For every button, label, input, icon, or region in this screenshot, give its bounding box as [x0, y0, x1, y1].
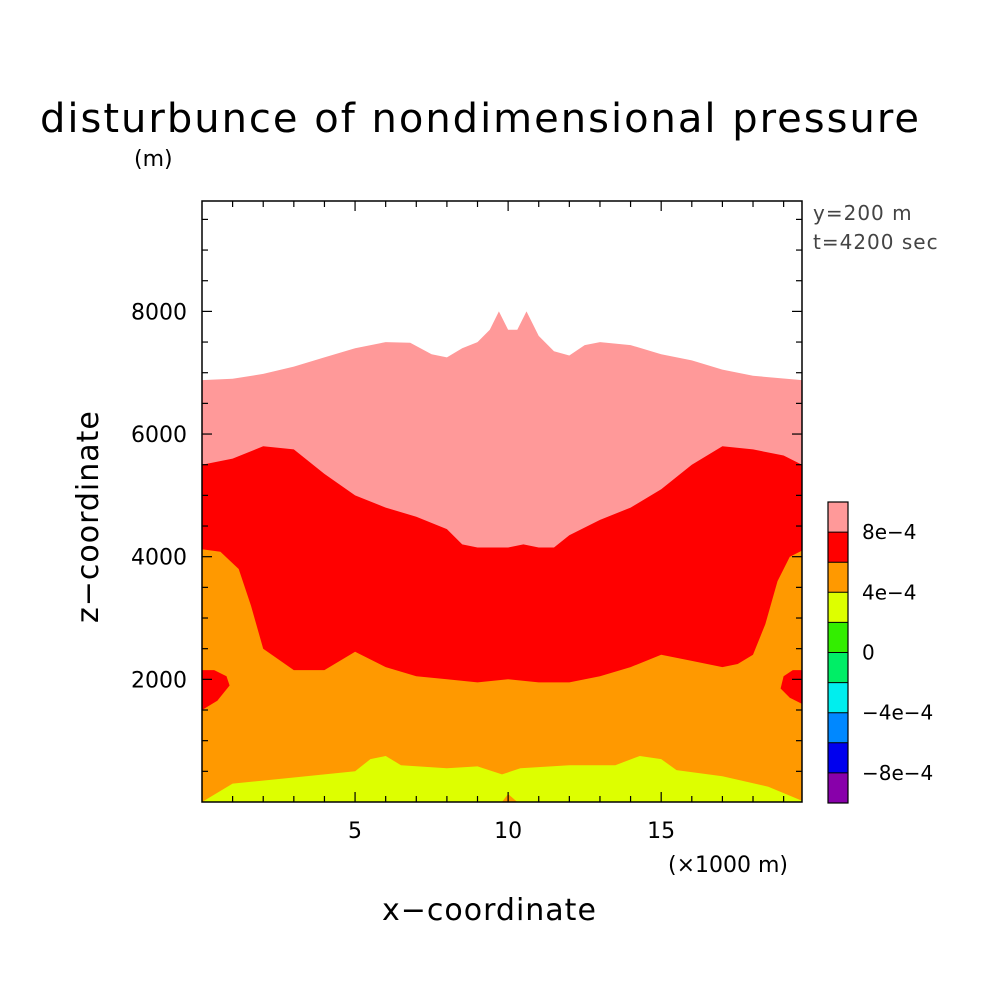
y-tick-label: 2000	[131, 668, 187, 693]
colorbar-swatch-7	[828, 712, 848, 743]
x-axis-unit: (×1000 m)	[668, 853, 788, 878]
y-tick-label: 4000	[131, 546, 187, 571]
y-axis-unit: (m)	[134, 147, 173, 172]
x-tick-label: 15	[647, 819, 675, 844]
x-axis-label: x−coordinate	[382, 893, 597, 928]
colorbar-label: 0	[862, 641, 875, 665]
axis-ticks	[202, 201, 802, 802]
colorbar-swatch-0	[828, 502, 848, 533]
contour-region-2	[202, 549, 802, 802]
y-axis-label: z−coordinate	[71, 410, 106, 623]
plot-frame	[201, 200, 803, 803]
colorbar-swatch-5	[828, 652, 848, 683]
y-tick-label: 6000	[131, 423, 187, 448]
colorbar-swatch-3	[828, 592, 848, 623]
x-tick-label: 10	[494, 819, 522, 844]
colorbar-label: 4e−4	[862, 580, 917, 604]
plot-area	[201, 200, 803, 803]
contour-region-4	[780, 670, 802, 704]
contour-region-3	[202, 670, 230, 710]
chart-title: disturbunce of nondimensional pressure	[40, 96, 921, 142]
colorbar-swatch-9	[828, 772, 848, 803]
x-tick-labels: 5 10 15	[348, 819, 675, 844]
contour-region-5	[202, 756, 802, 802]
colorbar-swatch-6	[828, 682, 848, 713]
y-tick-label: 8000	[131, 300, 187, 325]
x-tick-label: 5	[348, 819, 362, 844]
colorbar-swatch-4	[828, 622, 848, 653]
colorbar-label: −8e−4	[862, 761, 933, 785]
colorbar-swatch-1	[828, 532, 848, 563]
info-line-t: t=4200 sec	[813, 230, 939, 254]
colorbar-label: −4e−4	[862, 701, 933, 725]
colorbar-label: 8e−4	[862, 520, 917, 544]
colorbar-swatch-2	[828, 562, 848, 593]
y-tick-labels: 2000 4000 6000 8000	[131, 300, 187, 693]
colorbar-swatch-8	[828, 742, 848, 773]
contour-regions	[202, 311, 802, 802]
colorbar-frame	[827, 501, 849, 804]
info-line-y: y=200 m	[813, 201, 913, 225]
contour-region-6	[502, 794, 518, 802]
colorbar: 8e−4 4e−4 0 −4e−4 −8e−4	[827, 501, 933, 804]
